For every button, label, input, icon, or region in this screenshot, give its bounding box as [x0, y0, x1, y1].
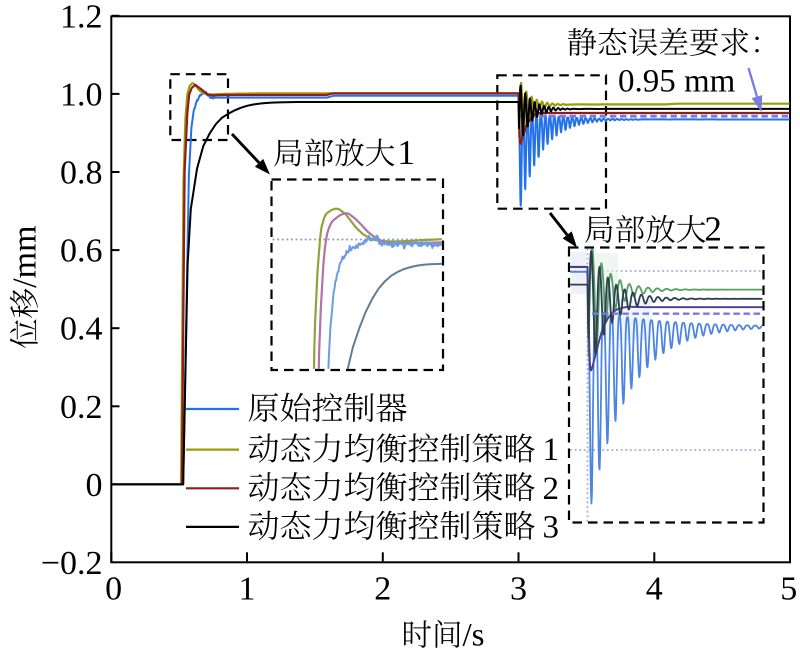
svg-text:0.95 mm: 0.95 mm: [618, 64, 736, 100]
svg-text:0: 0: [86, 467, 103, 504]
svg-text:5: 5: [780, 571, 797, 608]
svg-text:/mm: /mm: [7, 225, 44, 287]
svg-text:1: 1: [397, 133, 415, 172]
svg-text:0.8: 0.8: [60, 155, 103, 192]
svg-text:0.4: 0.4: [60, 311, 103, 348]
svg-text:0.2: 0.2: [60, 389, 103, 426]
svg-text:3: 3: [510, 571, 527, 608]
svg-text:1.0: 1.0: [60, 76, 103, 113]
svg-text:/s: /s: [463, 618, 485, 654]
svg-text:0: 0: [105, 571, 122, 608]
svg-text:−0.2: −0.2: [41, 545, 103, 582]
svg-text:4: 4: [646, 571, 663, 608]
svg-text:3: 3: [543, 509, 560, 545]
svg-text:1: 1: [239, 571, 256, 608]
svg-text:2: 2: [374, 571, 391, 608]
svg-text:2: 2: [704, 210, 722, 249]
svg-text:1.2: 1.2: [60, 0, 103, 35]
svg-text:0.6: 0.6: [60, 233, 103, 270]
svg-text:2: 2: [543, 471, 560, 507]
svg-text:1: 1: [543, 432, 560, 468]
